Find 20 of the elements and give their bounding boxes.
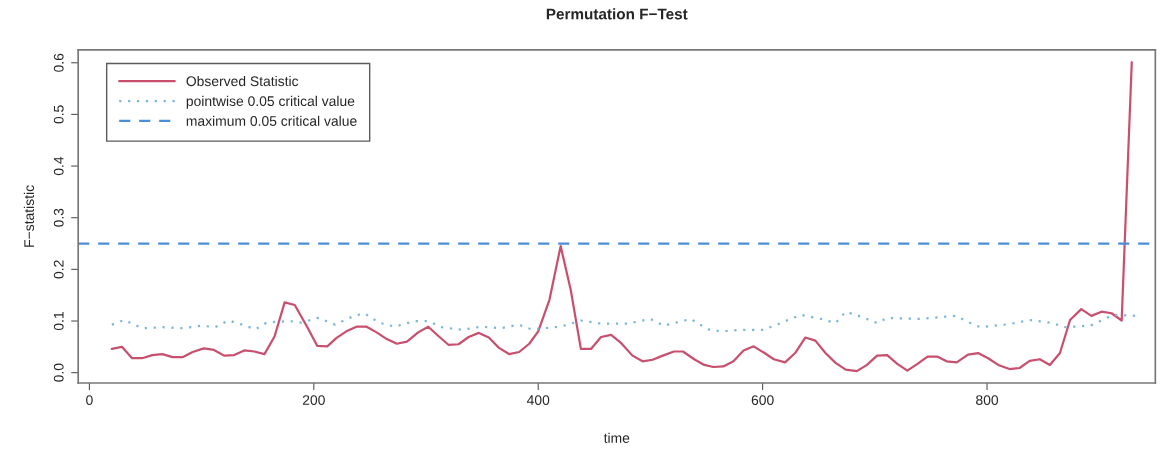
y-tick-label: 0.3 — [53, 208, 64, 227]
y-tick-label: 0.6 — [53, 53, 64, 72]
y-axis-title: F−statistic — [23, 185, 35, 247]
y-tick-label: 0.0 — [53, 363, 64, 382]
legend-label: maximum 0.05 critical value — [186, 115, 357, 126]
line-series — [110, 61, 1133, 373]
legend-label: Observed Statistic — [186, 75, 299, 87]
x-tick-label: 400 — [526, 395, 550, 405]
y-tick-label: 0.1 — [53, 312, 64, 331]
x-axis-title: time — [603, 432, 630, 443]
line-series — [110, 310, 1138, 333]
y-tick-label: 0.2 — [53, 260, 64, 279]
chart-title: Permutation F−Test — [546, 8, 688, 20]
x-tick-label: 800 — [976, 395, 999, 405]
x-tick-label: 600 — [751, 395, 774, 405]
x-tick-label: 200 — [302, 395, 325, 405]
legend-label: pointwise 0.05 critical value — [186, 95, 355, 109]
y-tick-label: 0.4 — [53, 156, 64, 176]
x-tick-label: 0 — [86, 395, 93, 405]
y-tick-label: 0.5 — [53, 105, 64, 124]
